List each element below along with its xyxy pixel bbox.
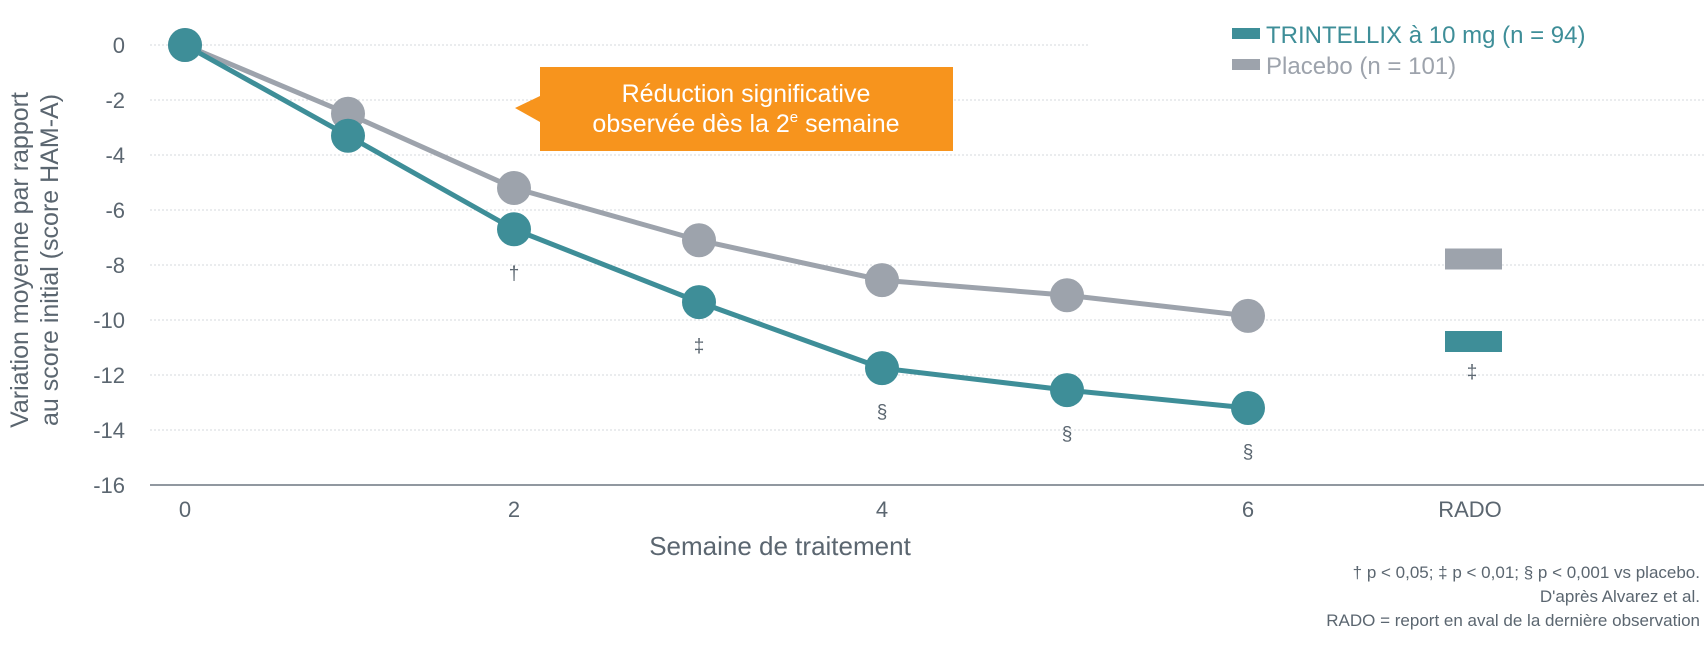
y-tick-label: -14 [93,418,125,443]
legend-label-trintellix: TRINTELLIX à 10 mg (n = 94) [1266,22,1585,49]
y-tick-label: -10 [93,308,125,333]
x-tick-label: 6 [1242,497,1254,522]
annotation-callout: Réduction significative observée dès la … [515,67,953,151]
y-tick-label: -8 [105,253,125,278]
y-tick-label: -16 [93,473,125,498]
annotation-line2: observée dès la 2e semaine [592,109,899,138]
rado-bar-1 [1445,248,1502,270]
data-point [1231,391,1265,425]
footnotes: † p < 0,05; ‡ p < 0,01; § p < 0,001 vs p… [1326,563,1700,630]
significance-marker: ‡ [1467,362,1478,383]
y-tick-label: -6 [105,198,125,223]
footnote-significance: † p < 0,05; ‡ p < 0,01; § p < 0,001 vs p… [1353,563,1700,582]
annotation-line1: Réduction significative [622,80,871,108]
y-tick-label: 0 [113,33,125,58]
y-tick-label: -2 [105,88,125,113]
significance-marker: § [1243,442,1254,463]
footnote-source: D'après Alvarez et al. [1540,587,1700,606]
legend-swatch-placebo [1232,59,1260,70]
legend: TRINTELLIX à 10 mg (n = 94) Placebo (n =… [1232,22,1585,80]
footnote-rado: RADO = report en aval de la dernière obs… [1326,611,1700,630]
data-point [168,28,202,62]
data-point [497,212,531,247]
x-tick-label: 4 [876,497,888,522]
legend-swatch-trintellix [1232,28,1260,39]
x-tick-label: 0 [179,497,191,522]
significance-marker: § [877,402,888,423]
significance-marker: † [509,263,520,284]
data-point [331,118,365,153]
legend-label-placebo: Placebo (n = 101) [1266,53,1456,80]
significance-marker: ‡ [694,336,705,357]
x-tick-label: RADO [1438,497,1502,522]
data-point [865,263,899,298]
data-point [865,351,899,386]
data-point [682,223,716,258]
data-point [1050,278,1084,313]
data-point [682,285,716,320]
x-tick-label: 2 [508,497,520,522]
y-axis-label-line2: au score initial (score HAM-A) [36,94,64,426]
significance-marker: § [1062,424,1073,445]
data-point [1050,373,1084,408]
data-point [1231,298,1265,333]
data-point [497,171,531,205]
y-tick-label: -4 [105,143,125,168]
x-axis-label: Semaine de traitement [649,531,911,561]
rado-bar-0 [1445,331,1502,352]
y-tick-label: -12 [93,363,125,388]
annotation-box [515,67,953,151]
y-axis-label-line1: Variation moyenne par rapport [6,92,34,428]
